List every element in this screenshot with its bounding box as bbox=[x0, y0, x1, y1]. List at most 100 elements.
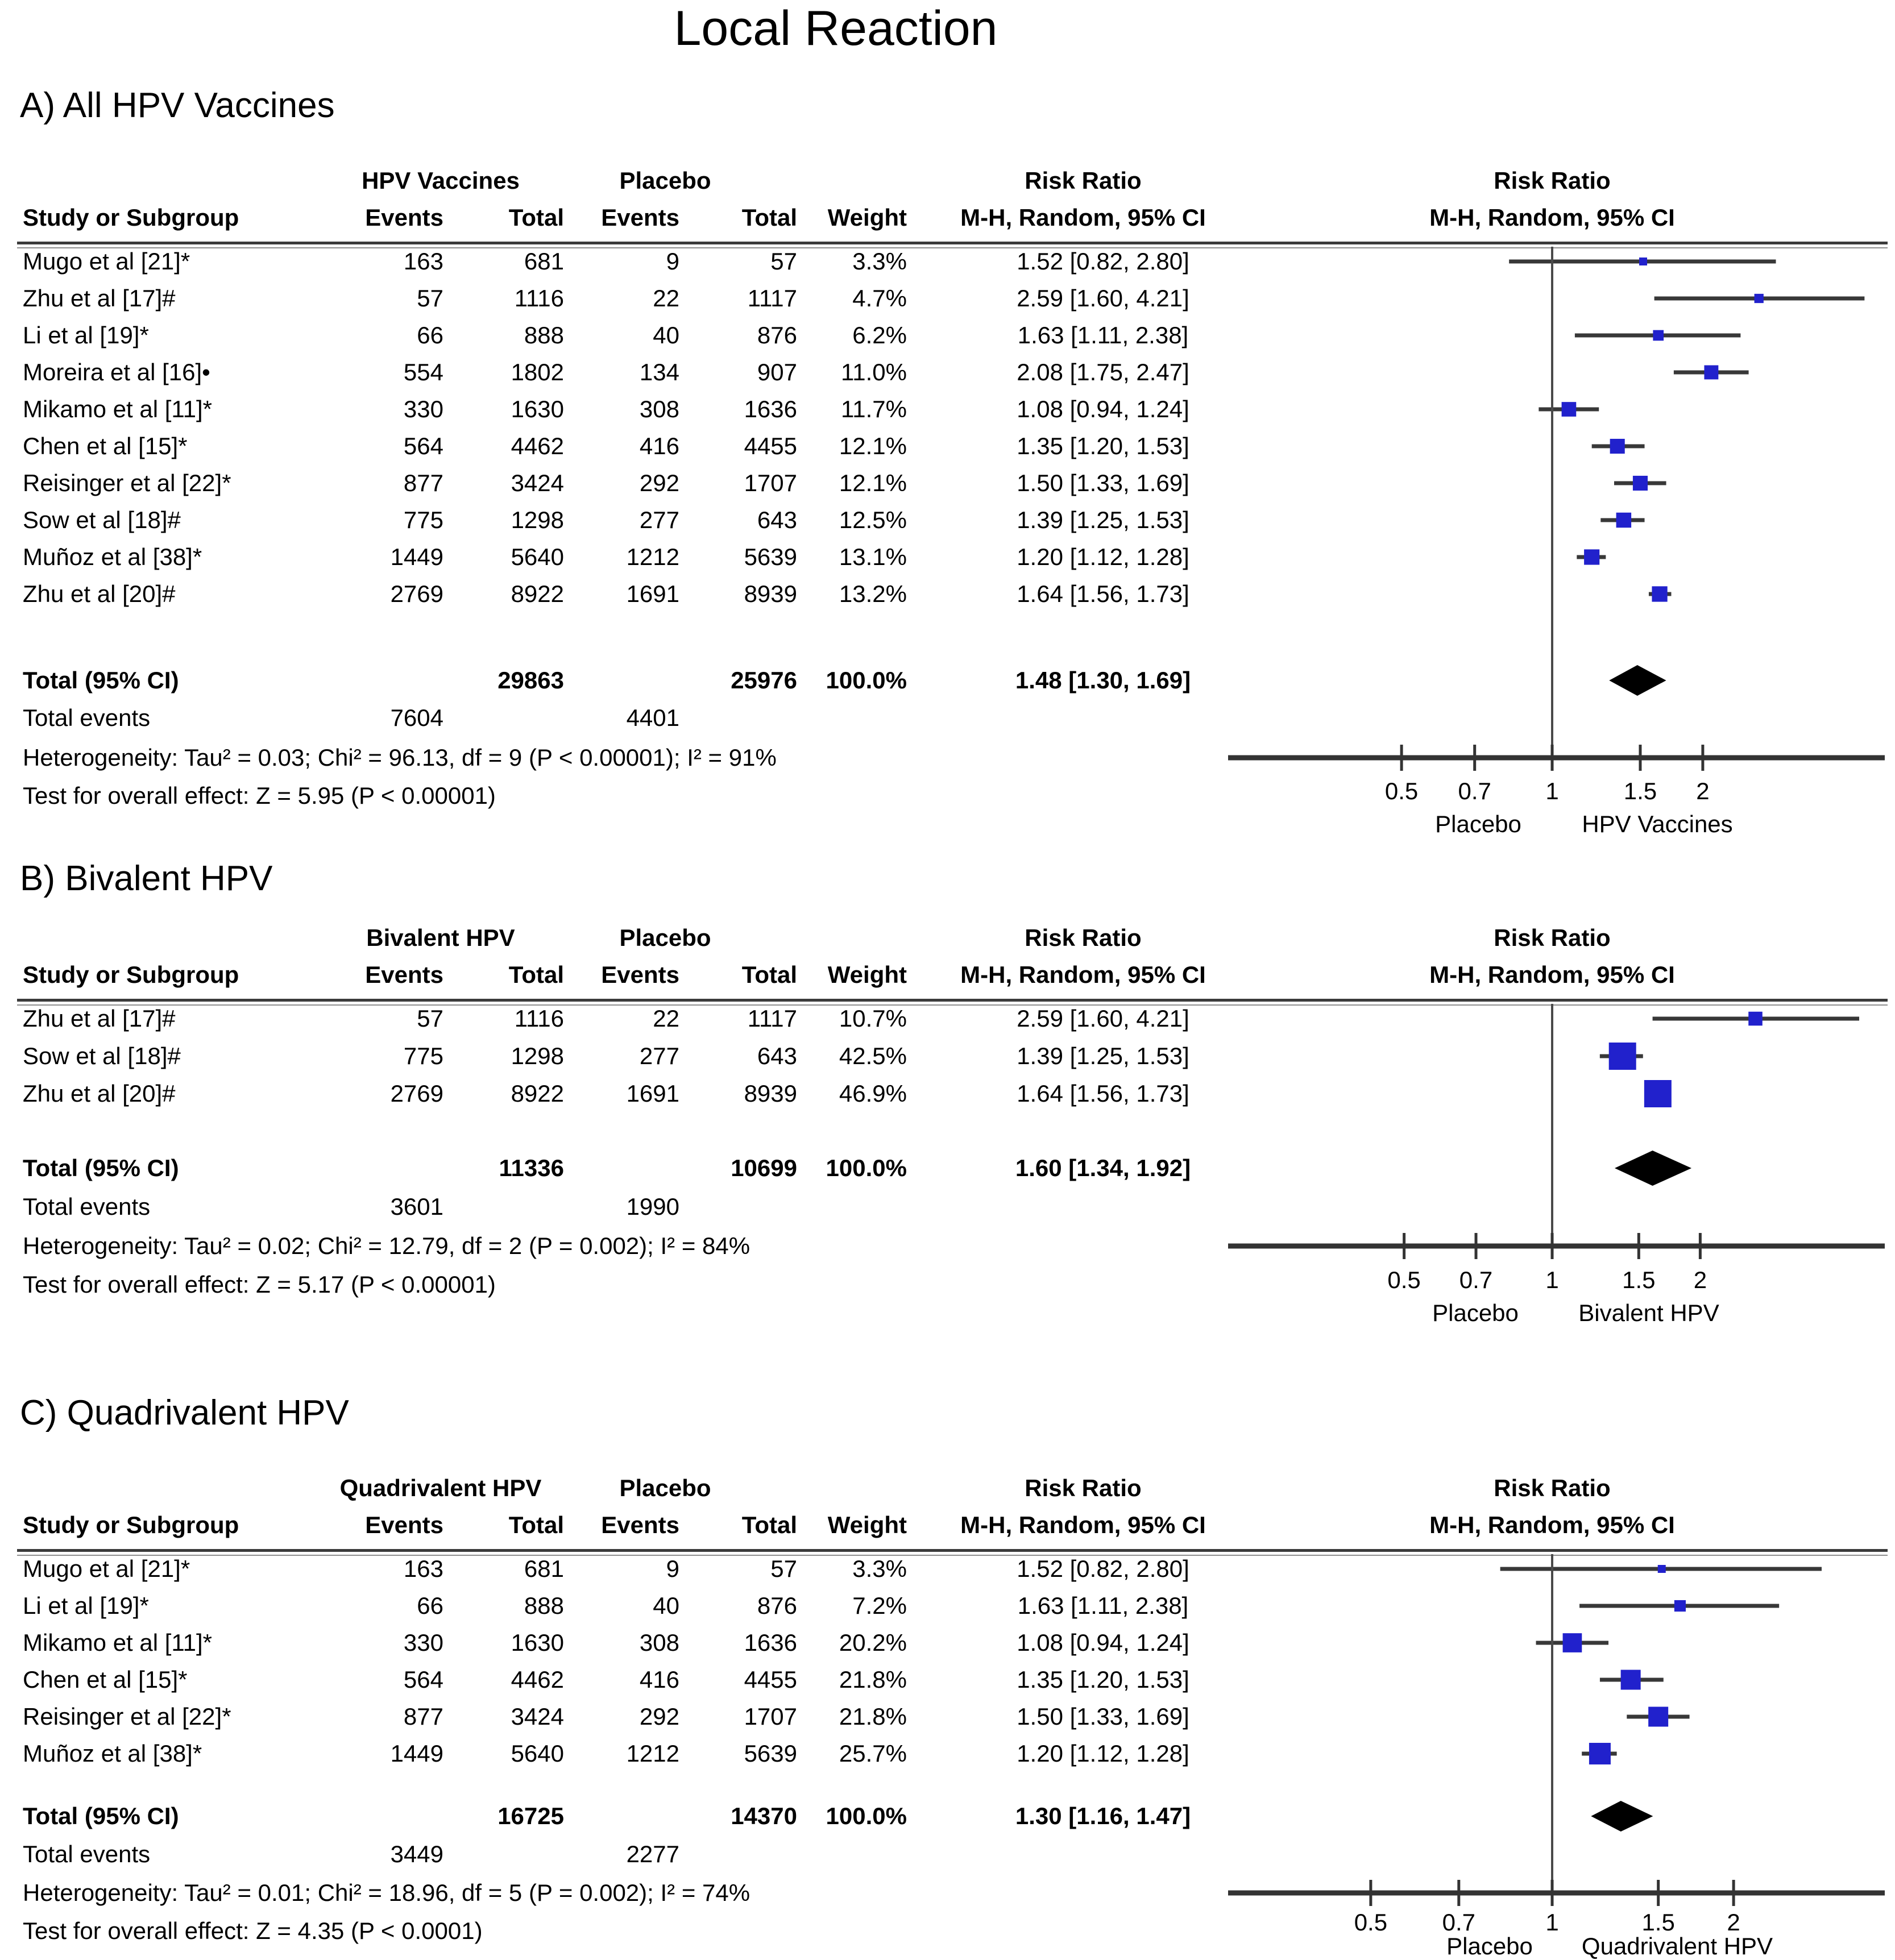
panel-section-label: C) Quadrivalent HPV bbox=[20, 1393, 349, 1432]
events1-value: 554 bbox=[403, 359, 443, 385]
rr-value: 1.52 [0.82, 2.80] bbox=[1017, 1555, 1189, 1582]
axis-tick-label: 0.7 bbox=[1442, 1909, 1475, 1936]
weight-value: 25.7% bbox=[839, 1740, 907, 1767]
events1-value: 2769 bbox=[390, 1080, 443, 1107]
total-rr-value: 1.48 [1.30, 1.69] bbox=[1015, 667, 1191, 694]
effect-square-marker bbox=[1584, 549, 1600, 565]
events1-value: 775 bbox=[403, 1043, 443, 1069]
axis-tick-label: 0.7 bbox=[1459, 1266, 1493, 1293]
rr-value: 1.63 [1.11, 2.38] bbox=[1017, 1592, 1189, 1619]
total2-value: 8939 bbox=[744, 580, 797, 607]
events1-value: 66 bbox=[417, 1592, 443, 1619]
weight-value: 12.5% bbox=[839, 506, 907, 533]
rr-text-column-header-line2: M-H, Random, 95% CI bbox=[960, 1511, 1206, 1538]
effect-square-marker bbox=[1639, 258, 1648, 265]
axis-tick-label: 1.5 bbox=[1641, 1909, 1675, 1936]
events2-value: 292 bbox=[639, 470, 679, 496]
header-divider bbox=[17, 1549, 1888, 1556]
weight-value: 21.8% bbox=[839, 1703, 907, 1730]
rr-value: 1.20 [1.12, 1.28] bbox=[1017, 1740, 1189, 1767]
overall-effect-text: Test for overall effect: Z = 5.95 (P < 0… bbox=[23, 782, 496, 809]
rr-text-column-header-line1: Risk Ratio bbox=[1025, 924, 1142, 951]
events2-value: 22 bbox=[653, 285, 679, 312]
axis-tick-label: 1.5 bbox=[1623, 778, 1657, 804]
rr-plot-column-header-line2: M-H, Random, 95% CI bbox=[1429, 1511, 1675, 1538]
rr-value: 2.08 [1.75, 2.47] bbox=[1017, 359, 1189, 385]
events2-value: 40 bbox=[653, 1592, 679, 1619]
study-name: Moreira et al [16]• bbox=[23, 359, 210, 385]
panel-section-label: A) All HPV Vaccines bbox=[20, 86, 335, 125]
events2-value: 416 bbox=[639, 433, 679, 459]
total-label: Total (95% CI) bbox=[23, 1803, 179, 1829]
total1-sum: 29863 bbox=[497, 667, 564, 694]
total-rr-value: 1.60 [1.34, 1.92] bbox=[1015, 1155, 1191, 1181]
total1-value: 888 bbox=[524, 1592, 564, 1619]
weight-value: 13.2% bbox=[839, 580, 907, 607]
events1-value: 877 bbox=[403, 470, 443, 496]
x-axis-label-right: Quadrivalent HPV bbox=[1581, 1933, 1773, 1959]
total2-value: 643 bbox=[757, 506, 797, 533]
study-name: Zhu et al [20]# bbox=[23, 580, 176, 607]
total-weight: 100.0% bbox=[826, 1803, 907, 1829]
weight-value: 20.2% bbox=[839, 1629, 907, 1656]
total2-column-header: Total bbox=[741, 204, 797, 231]
total2-value: 1636 bbox=[744, 1629, 797, 1656]
effect-square-marker bbox=[1653, 330, 1664, 341]
group2-header: Placebo bbox=[619, 1475, 711, 1501]
events2-value: 40 bbox=[653, 322, 679, 348]
effect-square-marker bbox=[1620, 1670, 1641, 1690]
total2-value: 5639 bbox=[744, 1740, 797, 1767]
total-label: Total (95% CI) bbox=[23, 667, 179, 694]
total2-value: 643 bbox=[757, 1043, 797, 1069]
total-events2-sum: 2277 bbox=[626, 1841, 679, 1867]
rr-value: 1.08 [0.94, 1.24] bbox=[1017, 1629, 1189, 1656]
x-axis-label-right: HPV Vaccines bbox=[1582, 811, 1733, 837]
total-weight: 100.0% bbox=[826, 1155, 907, 1181]
axis-tick-label: 1 bbox=[1545, 1266, 1559, 1293]
events1-value: 66 bbox=[417, 322, 443, 348]
rr-value: 1.63 [1.11, 2.38] bbox=[1017, 322, 1189, 348]
study-name: Reisinger et al [22]* bbox=[23, 1703, 231, 1730]
events2-value: 1212 bbox=[626, 543, 679, 570]
total2-value: 907 bbox=[757, 359, 797, 385]
events2-value: 308 bbox=[639, 1629, 679, 1656]
events2-value: 1212 bbox=[626, 1740, 679, 1767]
axis-tick-label: 2 bbox=[1727, 1909, 1740, 1936]
events2-value: 292 bbox=[639, 1703, 679, 1730]
events2-value: 9 bbox=[666, 248, 679, 275]
weight-value: 11.7% bbox=[841, 396, 907, 422]
weight-column-header: Weight bbox=[827, 1511, 907, 1538]
total1-value: 1802 bbox=[511, 359, 564, 385]
weight-value: 13.1% bbox=[839, 543, 907, 570]
total1-value: 8922 bbox=[511, 1080, 564, 1107]
group2-header: Placebo bbox=[619, 167, 711, 194]
rr-text-column-header-line1: Risk Ratio bbox=[1025, 167, 1142, 194]
rr-value: 2.59 [1.60, 4.21] bbox=[1017, 1005, 1189, 1032]
group1-header: Quadrivalent HPV bbox=[339, 1475, 542, 1501]
events1-value: 330 bbox=[403, 396, 443, 422]
weight-value: 7.2% bbox=[852, 1592, 907, 1619]
axis-tick-label: 0.5 bbox=[1384, 778, 1419, 804]
effect-square-marker bbox=[1608, 1043, 1636, 1070]
total2-value: 876 bbox=[757, 1592, 797, 1619]
effect-square-marker bbox=[1644, 1080, 1672, 1107]
effect-square-marker bbox=[1648, 1706, 1669, 1727]
study-column-header: Study or Subgroup bbox=[23, 204, 239, 231]
overall-effect-text: Test for overall effect: Z = 4.35 (P < 0… bbox=[23, 1917, 483, 1944]
rr-value: 1.20 [1.12, 1.28] bbox=[1017, 543, 1189, 570]
total2-sum: 10699 bbox=[731, 1155, 797, 1181]
events1-value: 877 bbox=[403, 1703, 443, 1730]
rr-value: 2.59 [1.60, 4.21] bbox=[1017, 285, 1189, 312]
rr-text-column-header-line2: M-H, Random, 95% CI bbox=[960, 961, 1206, 988]
study-name: Mikamo et al [11]* bbox=[23, 1629, 213, 1656]
total-events-label: Total events bbox=[23, 1193, 151, 1220]
rr-plot-column-header-line2: M-H, Random, 95% CI bbox=[1429, 204, 1675, 231]
effect-square-marker bbox=[1652, 586, 1668, 602]
study-name: Sow et al [18]# bbox=[23, 1043, 181, 1069]
events2-value: 134 bbox=[639, 359, 679, 385]
events2-value: 22 bbox=[653, 1005, 679, 1032]
group1-header: Bivalent HPV bbox=[366, 924, 515, 951]
weight-value: 12.1% bbox=[839, 433, 907, 459]
effect-square-marker bbox=[1754, 293, 1764, 304]
x-axis-label-right: Bivalent HPV bbox=[1578, 1299, 1719, 1326]
